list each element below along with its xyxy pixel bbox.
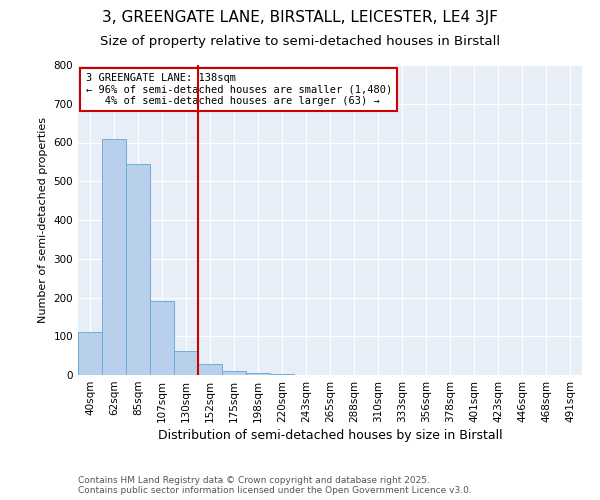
X-axis label: Distribution of semi-detached houses by size in Birstall: Distribution of semi-detached houses by … (158, 429, 502, 442)
Text: Size of property relative to semi-detached houses in Birstall: Size of property relative to semi-detach… (100, 35, 500, 48)
Bar (150, 302, 174, 375)
Bar (126, 164, 150, 375)
Y-axis label: Number of semi-detached properties: Number of semi-detached properties (38, 117, 48, 323)
Text: 3, GREENGATE LANE, BIRSTALL, LEICESTER, LE4 3JF: 3, GREENGATE LANE, BIRSTALL, LEICESTER, … (102, 10, 498, 25)
Bar (246, 373, 270, 375)
Bar (222, 371, 246, 375)
Text: Contains HM Land Registry data © Crown copyright and database right 2025.
Contai: Contains HM Land Registry data © Crown c… (78, 476, 472, 495)
Bar (270, 374, 294, 375)
Bar (78, 332, 102, 375)
Bar (174, 350, 198, 375)
Bar (198, 364, 222, 375)
Text: 3 GREENGATE LANE: 138sqm
← 96% of semi-detached houses are smaller (1,480)
   4%: 3 GREENGATE LANE: 138sqm ← 96% of semi-d… (86, 72, 392, 106)
Bar (102, 138, 126, 375)
